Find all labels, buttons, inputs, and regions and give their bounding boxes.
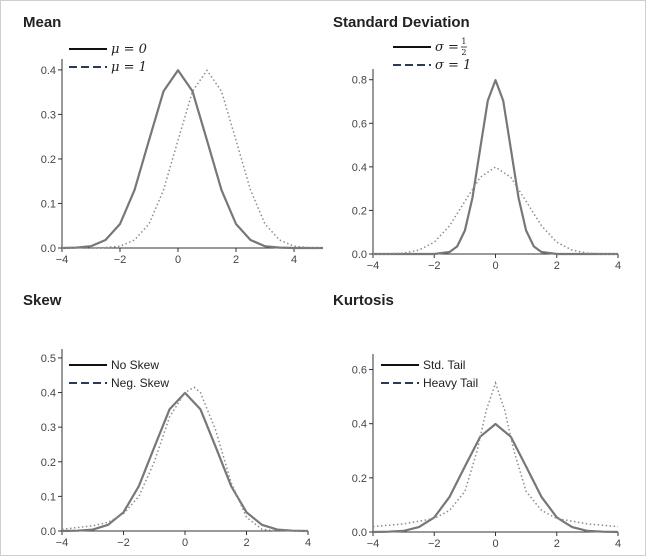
legend: μ = 0 μ = 1 [69,42,147,75]
y-tick-label: 0.4 [352,162,367,174]
x-tick-label: −4 [367,538,380,550]
chart-panel-2: Standard Deviation 0.0 0.2 0.4 0.6 0.8 −4 −2 0 2 4… [333,14,621,272]
x-tick-label: 0 [175,254,181,266]
x-tick-label: 0 [492,260,498,272]
series-line-solid [61,69,323,250]
legend-label: μ = 0 [111,42,147,57]
x-tick-label: 0 [492,538,498,550]
y-tick-label: 0.6 [352,365,367,377]
x-tick-label: −2 [117,537,130,549]
series-line-dotted [372,380,619,528]
series-line-dotted [62,68,324,249]
x-tick-label: 2 [554,260,560,272]
x-tick-label: 2 [554,538,560,550]
x-tick-label: −4 [56,254,69,266]
legend-label: Heavy Tail [423,376,478,390]
y-tick-label: 0.0 [41,243,56,255]
y-tick-label: 0.0 [41,526,56,538]
x-tick-label: −2 [114,254,127,266]
legend-label: μ = 1 [111,60,147,75]
y-tick-label: 0.0 [352,249,367,261]
y-tick-label: 0.6 [352,118,367,130]
series-line-dotted [372,166,619,255]
y-tick-label: 0.8 [352,75,367,87]
y-tick-label: 0.2 [41,457,56,469]
y-tick-label: 0.4 [41,388,56,400]
legend: Std. Tail Heavy Tail [381,358,478,390]
legend-label: σ = [435,40,459,55]
series-line-solid [372,422,619,534]
legend-fraction-denominator: 2 [461,48,466,57]
x-tick-label: −4 [367,260,380,272]
x-tick-label: 0 [182,537,188,549]
panel-title: Kurtosis [333,292,394,309]
panel-title: Mean [23,14,61,31]
y-tick-label: 0.4 [352,419,367,431]
legend-fraction-numerator: 1 [461,37,466,46]
series-line-dotted [61,386,308,532]
legend-label: No Skew [111,358,159,372]
x-tick-label: 2 [243,537,249,549]
y-tick-label: 0.2 [352,205,367,217]
y-tick-label: 0.1 [41,491,56,503]
y-tick-label: 0.3 [41,422,56,434]
y-tick-label: 0.2 [41,154,56,166]
x-tick-label: −2 [428,538,441,550]
y-tick-label: 0.3 [41,109,56,121]
y-tick-label: 0.1 [41,198,56,210]
series-line-solid [61,391,309,533]
x-tick-label: −2 [428,260,441,272]
panel-title: Standard Deviation [333,14,470,31]
legend-label: Std. Tail [423,358,465,372]
y-tick-label: 0.4 [41,65,56,77]
series-line-solid [373,78,618,256]
x-tick-label: 4 [305,537,311,549]
x-tick-label: 2 [233,254,239,266]
legend-label: σ = 1 [435,58,471,73]
y-tick-label: 0.0 [352,527,367,539]
chart-panel-4: Kurtosis 0.0 0.2 0.4 0.6 −4 −2 0 2 4 Std. Tail Heav… [333,292,621,550]
x-tick-label: 4 [615,260,621,272]
chart-panel-1: Mean 0.0 0.1 0.2 0.3 0.4 −4 −2 0 2 4 μ = 0 μ = 1 [23,14,324,266]
x-tick-label: 4 [615,538,621,550]
chart-panel-3: Skew 0.0 0.1 0.2 0.3 0.4 0.5 −4 −2 0 2 4 No Skew Neg.… [23,292,311,549]
legend-label: Neg. Skew [111,376,169,390]
panel-title: Skew [23,292,62,309]
legend: σ = 12σ = 1 [393,37,471,73]
x-tick-label: −4 [56,537,69,549]
y-tick-label: 0.5 [41,353,56,365]
legend: No Skew Neg. Skew [69,358,169,390]
x-tick-label: 4 [291,254,297,266]
y-tick-label: 0.2 [352,473,367,485]
